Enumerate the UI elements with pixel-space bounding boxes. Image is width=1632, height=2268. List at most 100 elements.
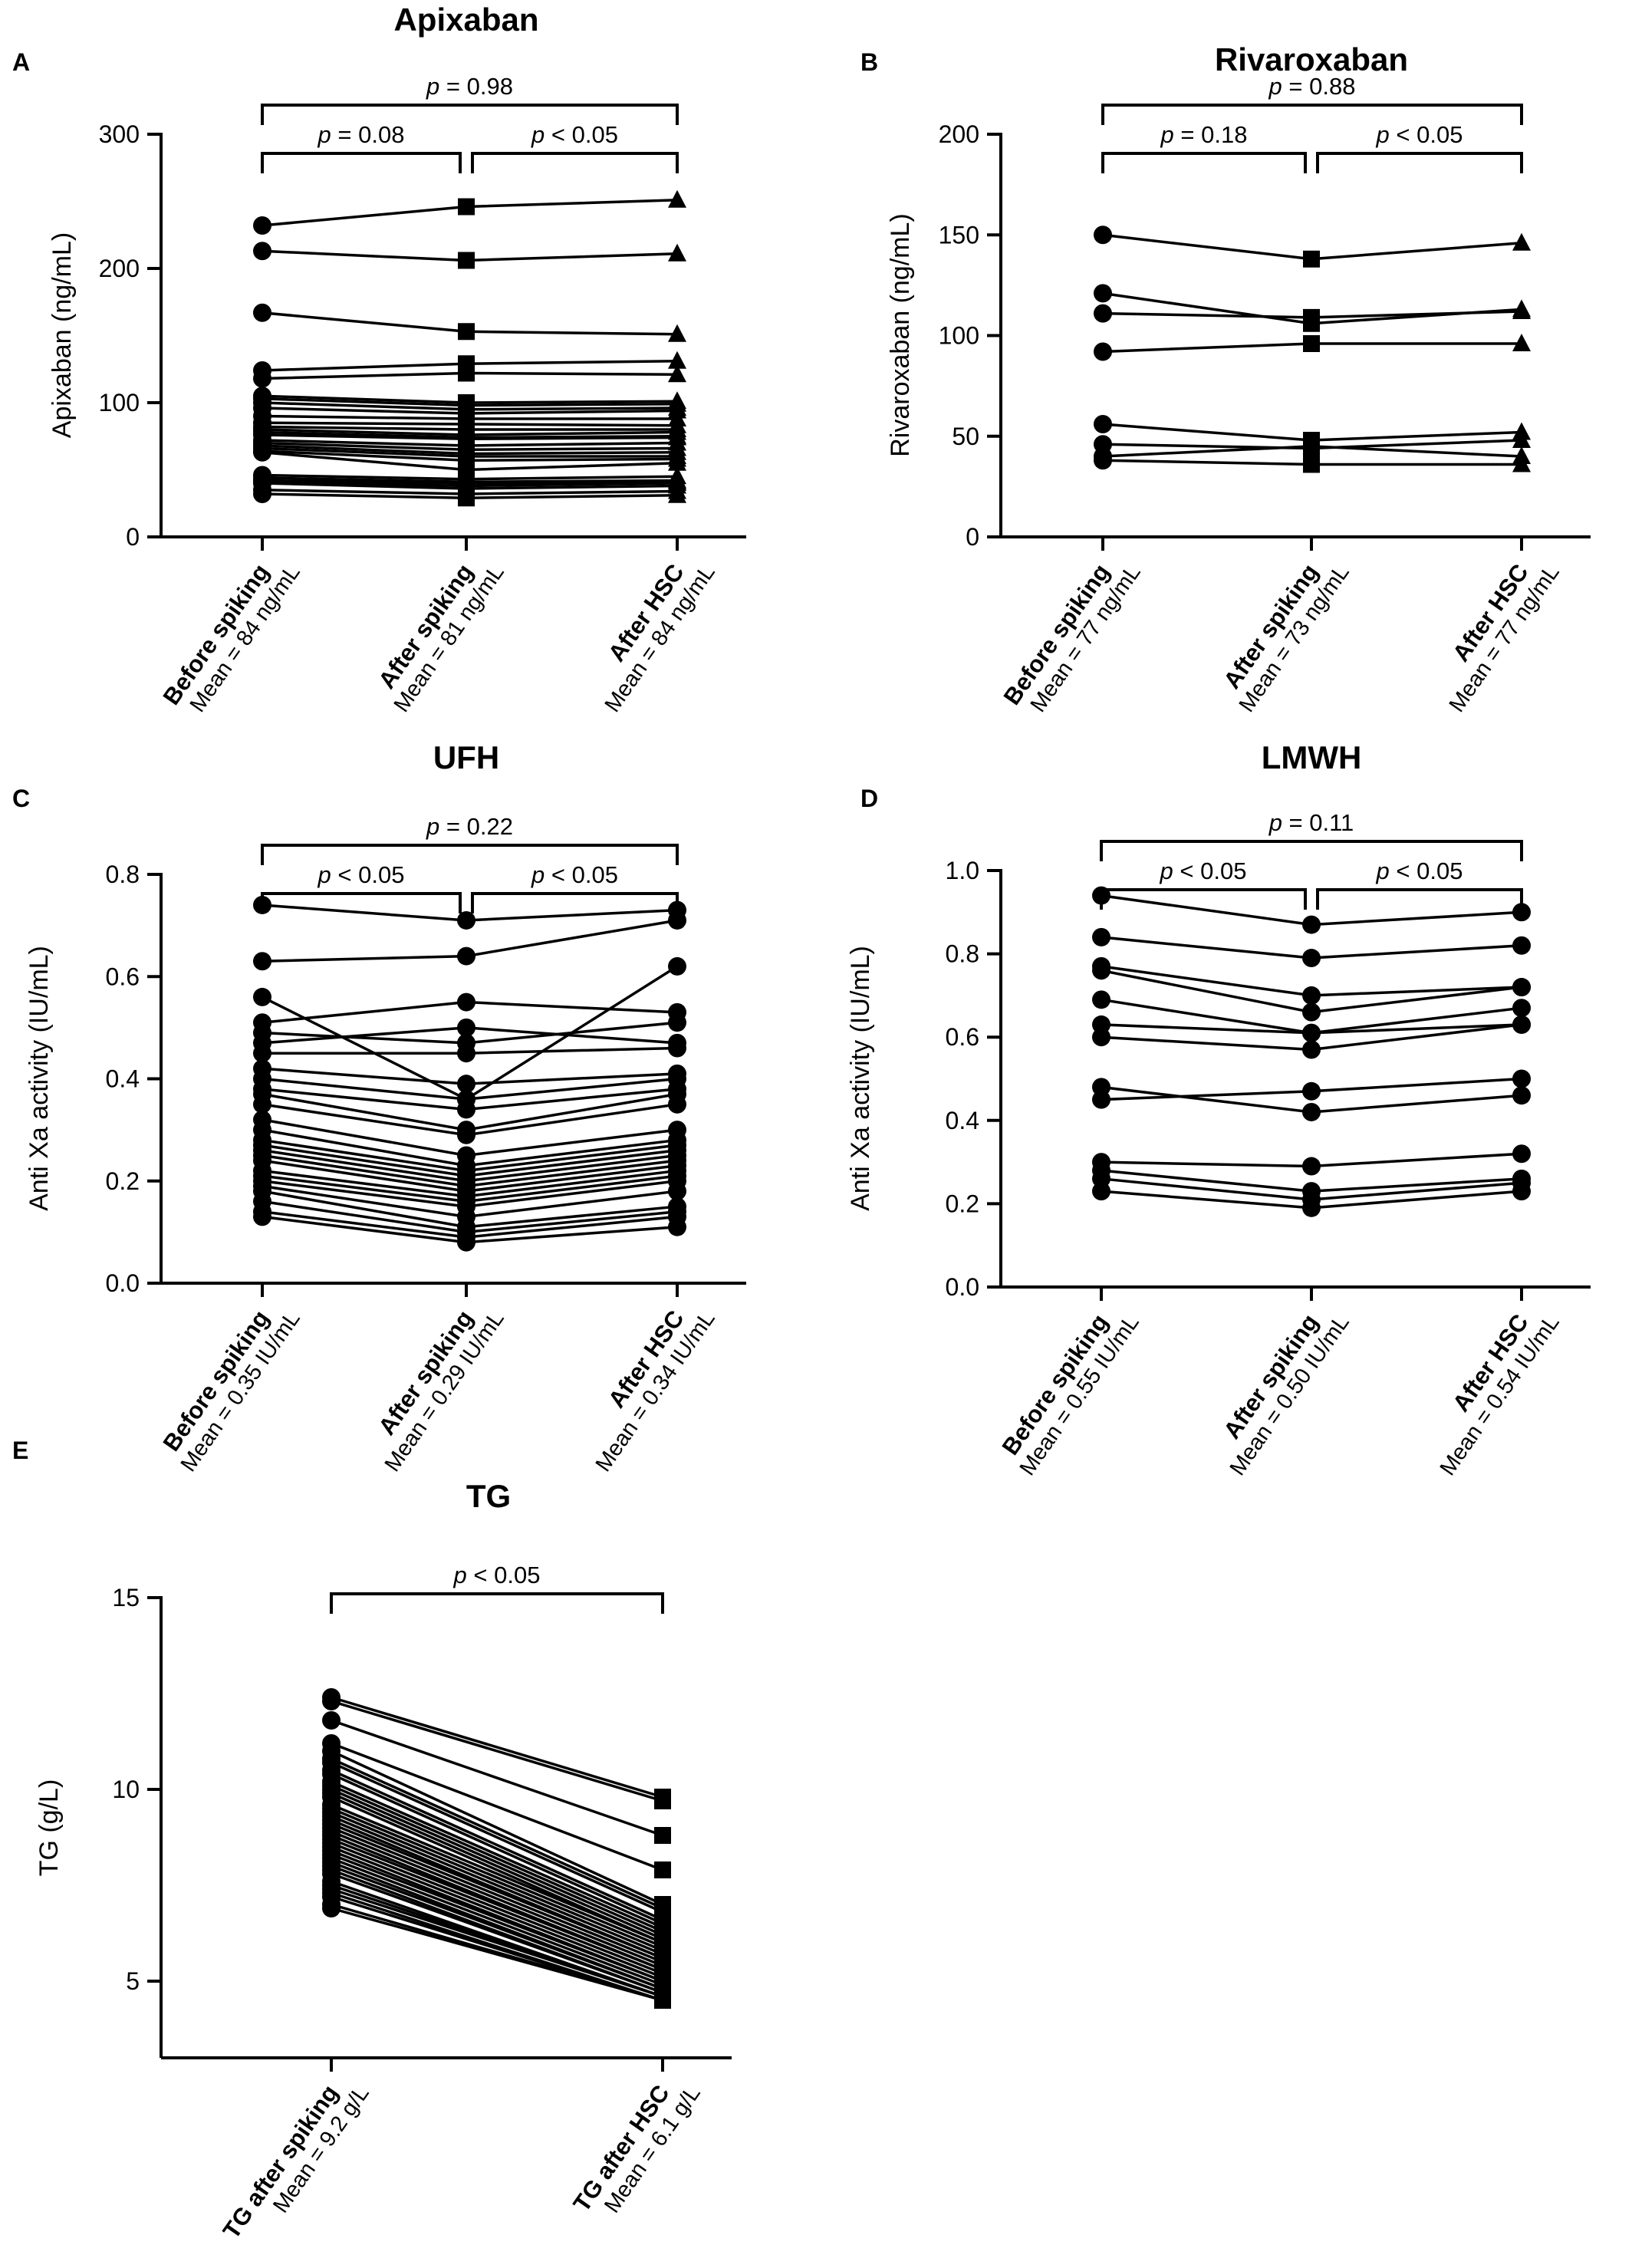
data-point (457, 1233, 475, 1252)
y-tick-label: 0.0 (946, 1273, 979, 1301)
p-value-label: p < 0.05 (1160, 857, 1247, 884)
data-point (1302, 1040, 1321, 1059)
y-tick-label: 150 (939, 221, 979, 249)
data-point (253, 443, 271, 462)
data-point (322, 1692, 341, 1710)
chart-title: Rivaroxaban (1215, 41, 1408, 77)
data-point (1303, 437, 1320, 455)
data-point (457, 1044, 475, 1063)
significance-bracket (330, 1592, 664, 1614)
p-value-label: p = 0.11 (1268, 809, 1354, 836)
significance-bracket (261, 104, 679, 125)
significance-bracket (471, 152, 679, 173)
p-value-label: p = 0.08 (318, 121, 405, 148)
series-line (331, 1773, 663, 1925)
chart-title: LMWH (1262, 739, 1362, 775)
significance-bracket (1101, 152, 1307, 173)
data-point (1303, 335, 1320, 352)
data-point (1512, 430, 1531, 448)
data-point (253, 952, 271, 971)
data-point (1094, 415, 1112, 433)
data-point (1094, 284, 1112, 303)
chart-title: TG (466, 1478, 511, 1514)
y-tick-label: 300 (99, 120, 140, 148)
series-line (331, 1792, 663, 1940)
data-point (253, 242, 271, 261)
data-point (668, 351, 686, 369)
y-tick-label: 200 (99, 255, 140, 282)
p-value-label: p = 0.88 (1268, 73, 1356, 100)
data-point (668, 453, 686, 471)
data-point (1512, 301, 1531, 319)
series-line (331, 1826, 663, 1964)
significance-bracket (261, 892, 462, 913)
y-axis-label: Rivaroxaban (ng/mL) (886, 213, 915, 456)
data-point (253, 987, 271, 1006)
series-line (331, 1845, 663, 1979)
series-line (331, 1838, 663, 1971)
y-tick-label: 0.2 (946, 1190, 979, 1217)
panel-label: B (860, 48, 878, 76)
data-point (1302, 949, 1321, 968)
data-point (1512, 232, 1531, 251)
data-point (1512, 936, 1531, 955)
data-point (668, 1217, 686, 1236)
p-value-label: p < 0.05 (531, 121, 618, 148)
p-value-label: p < 0.05 (1376, 857, 1463, 884)
significance-bracket (1101, 104, 1523, 125)
y-tick-label: 1.0 (946, 857, 979, 884)
chart-title: UFH (433, 739, 499, 775)
data-point (1512, 1086, 1531, 1105)
data-point (668, 324, 686, 342)
data-point (1512, 999, 1531, 1018)
series-line (331, 1803, 663, 1944)
data-point (668, 956, 686, 976)
data-point (253, 1094, 271, 1114)
data-point (457, 910, 475, 930)
significance-bracket (1316, 152, 1523, 173)
p-value-label: p < 0.05 (318, 861, 405, 888)
series-line (331, 1696, 663, 1799)
data-point (1302, 986, 1321, 1005)
series-line (331, 1807, 663, 1948)
y-tick-label: 0 (966, 523, 979, 551)
significance-bracket (261, 152, 462, 173)
p-value-label: p = 0.98 (426, 73, 513, 100)
y-tick-label: 100 (939, 322, 979, 350)
data-point (1302, 1198, 1321, 1217)
data-point (1512, 454, 1531, 472)
data-point (668, 1094, 686, 1114)
data-point (1094, 225, 1112, 245)
data-point (1512, 1182, 1531, 1201)
data-point (668, 1039, 686, 1058)
data-point (457, 1075, 475, 1094)
data-point (1092, 1028, 1110, 1047)
series-line (331, 1811, 663, 1952)
data-point (253, 895, 271, 914)
p-value-label: p = 0.18 (1160, 121, 1248, 148)
data-point (458, 252, 475, 269)
y-tick-label: 10 (112, 1776, 140, 1803)
p-value-label: p = 0.22 (426, 813, 513, 840)
data-point (1303, 250, 1320, 268)
data-point (668, 1013, 686, 1032)
data-point (1092, 927, 1110, 946)
p-value-label: p < 0.05 (1376, 121, 1463, 148)
y-tick-label: 50 (952, 423, 979, 450)
data-point (1094, 342, 1112, 361)
y-tick-label: 0.0 (106, 1269, 140, 1297)
series-line (331, 1857, 663, 1987)
data-point (457, 992, 475, 1012)
series-line (331, 1750, 663, 1906)
data-point (1092, 961, 1110, 980)
data-point (1303, 308, 1320, 326)
data-point (1094, 304, 1112, 323)
data-point (458, 489, 475, 507)
data-point (1302, 915, 1321, 934)
data-point (322, 1899, 341, 1917)
series-line (331, 1822, 663, 1960)
